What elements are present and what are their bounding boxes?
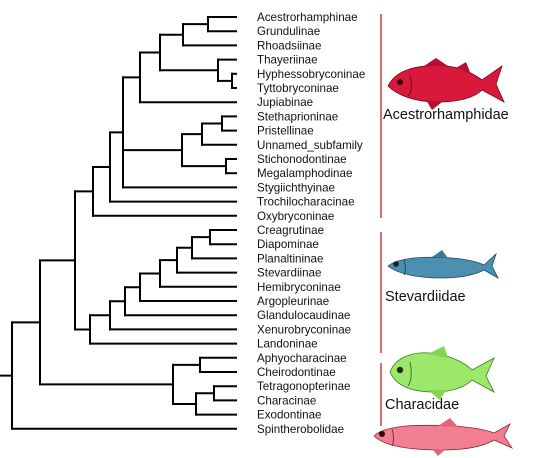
leaf-label: Pristellinae bbox=[257, 125, 314, 138]
leaf-label: Unnamed_subfamily bbox=[257, 139, 363, 152]
pink-fish-icon bbox=[373, 418, 514, 456]
leaf-label: Acestrorhamphinae bbox=[257, 11, 358, 24]
leaf-label: Glandulocaudinae bbox=[257, 309, 350, 322]
leaf-label: Diapominae bbox=[257, 238, 319, 251]
leaf-label: Tetragonopterinae bbox=[257, 380, 350, 393]
leaf-label: Xenurobryconinae bbox=[257, 323, 351, 336]
leaf-label: Tyttobryconinae bbox=[257, 82, 339, 95]
tree-branches bbox=[0, 16, 237, 430]
clade-label-characidae: Characidae bbox=[385, 397, 459, 413]
clade-label-acestrorhamphidae: Acestrorhamphidae bbox=[383, 107, 509, 123]
leaf-label: Rhoadsiinae bbox=[257, 39, 321, 52]
leaf-label: Characinae bbox=[257, 394, 316, 407]
leaf-label: Megalamphodinae bbox=[257, 167, 352, 180]
leaf-label: Thayeriinae bbox=[257, 54, 318, 67]
leaf-label: Stethaprioninae bbox=[257, 110, 338, 123]
leaf-label: Stichonodontinae bbox=[257, 153, 347, 166]
leaf-label: Oxybryconinae bbox=[257, 210, 334, 223]
green-fish-icon bbox=[389, 346, 495, 400]
blue-fish-icon bbox=[387, 250, 499, 280]
leaf-label: Creagrutinae bbox=[257, 224, 324, 237]
clade-label-stevardiidae: Stevardiidae bbox=[385, 289, 466, 305]
leaf-label: Trochilocharacinae bbox=[257, 196, 355, 209]
leaf-label: Grundulinae bbox=[257, 25, 320, 38]
red-fish-icon bbox=[387, 58, 505, 110]
leaf-label: Jupiabinae bbox=[257, 96, 313, 109]
leaf-label: Planaltininae bbox=[257, 252, 323, 265]
leaf-label: Hemibryconinae bbox=[257, 281, 341, 294]
leaf-label: Exodontinae bbox=[257, 409, 321, 422]
leaf-label: Stevardiinae bbox=[257, 267, 321, 280]
leaf-label: Aphyocharacinae bbox=[257, 352, 347, 365]
leaf-label: Argopleurinae bbox=[257, 295, 329, 308]
leaf-label: Spintherobolidae bbox=[257, 423, 344, 436]
leaf-label: Landoninae bbox=[257, 338, 318, 351]
leaf-label: Hyphessobryconinae bbox=[257, 68, 365, 81]
leaf-label: Cheirodontinae bbox=[257, 366, 336, 379]
leaf-label: Stygiichthyinae bbox=[257, 181, 335, 194]
